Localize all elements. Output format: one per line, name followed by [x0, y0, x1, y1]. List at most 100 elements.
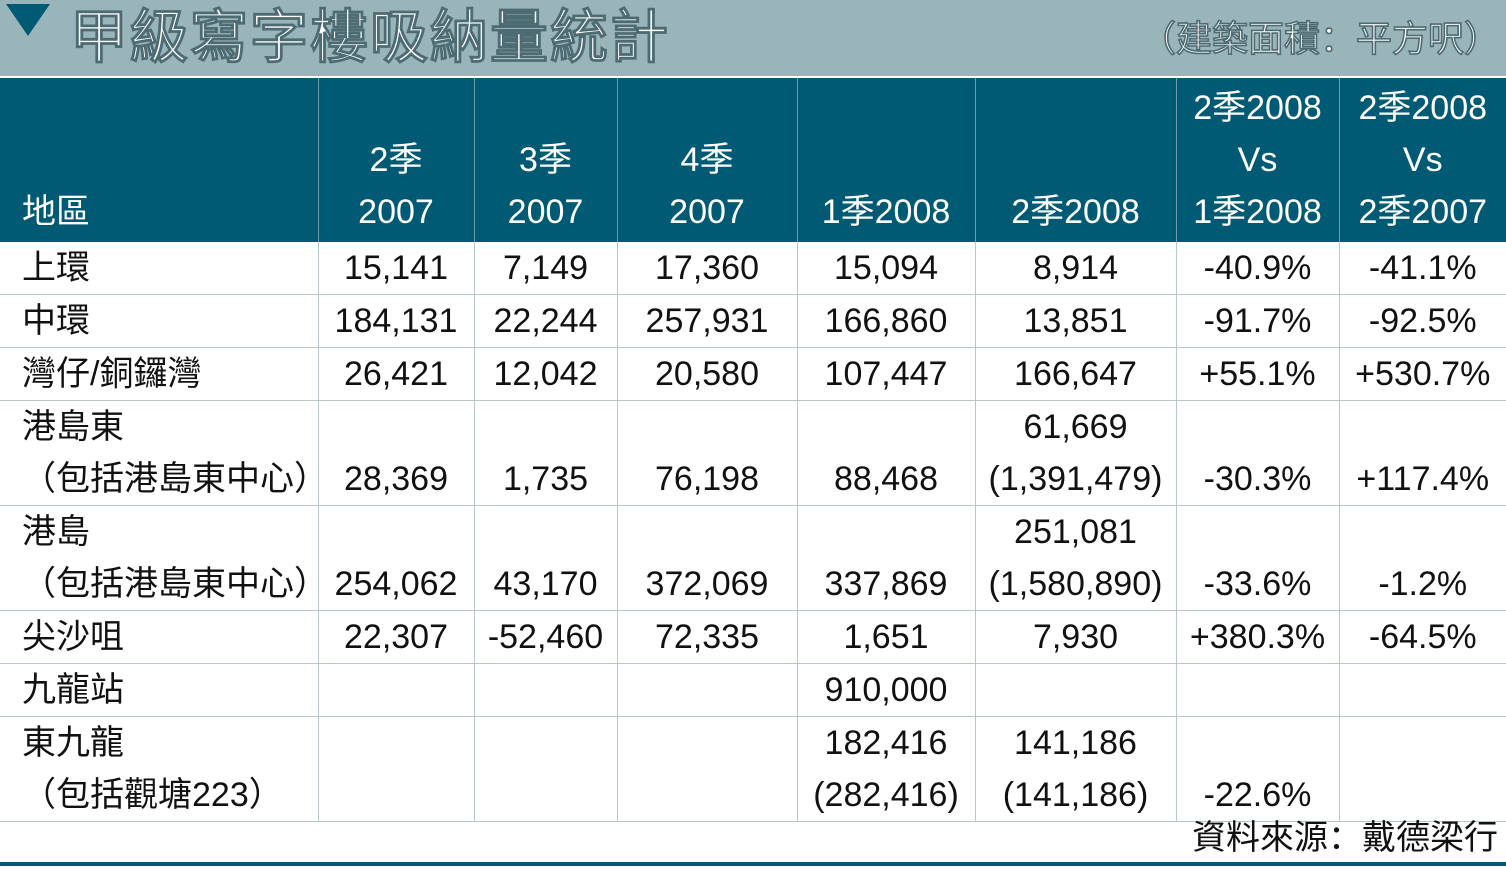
column-header: 2季2008 Vs 2季2007: [1338, 78, 1506, 242]
table-cell: 257,931: [616, 294, 797, 348]
row-label: 東九龍 （包括觀塘223）: [0, 716, 318, 822]
table-cell: -1.2%: [1338, 505, 1506, 611]
cell-line: 13,851: [1023, 302, 1128, 340]
cell-line: (1,580,890): [988, 565, 1163, 603]
table-cell: 22,244: [473, 294, 617, 348]
table-cell: 15,094: [796, 242, 975, 295]
table-cell: -40.9%: [1175, 242, 1339, 295]
table-cell: [1338, 663, 1506, 717]
cell-line: 251,081: [1014, 513, 1137, 551]
column-header: 2季 2007: [317, 78, 474, 242]
table-cell: 26,421: [317, 347, 474, 401]
cell-line: 1,735: [502, 460, 589, 498]
table-cell: 372,069: [616, 505, 797, 611]
subtitle: （建築面積：平方呎）: [1139, 18, 1501, 60]
table-cell: 107,447: [796, 347, 975, 401]
icon-triangle: [6, 4, 50, 36]
table-cell: -30.3%: [1175, 400, 1339, 506]
cell-line: -92.5%: [1368, 302, 1477, 340]
table-cell: [616, 663, 797, 717]
cell-line: 7,930: [1032, 618, 1119, 656]
cell-line: 灣仔/銅鑼灣: [22, 355, 202, 393]
cell-line: 166,647: [1014, 355, 1137, 393]
cell-line: 2季2008: [1193, 89, 1322, 127]
cell-line: +380.3%: [1189, 618, 1326, 656]
table-cell: 1,651: [796, 610, 975, 664]
cell-line: -1.2%: [1378, 565, 1468, 603]
cell-line: 26,421: [344, 355, 448, 393]
cell-line: 61,669: [1023, 408, 1128, 446]
cell-line: 166,860: [824, 302, 948, 340]
column-header: 1季2008: [796, 78, 975, 242]
data-table: 地區 2季 2007 3季 2007 4季 2007 1季2008 2季2008 2季2008 Vs…: [0, 78, 1506, 822]
row-label: 灣仔/銅鑼灣: [0, 347, 318, 401]
table-cell: 1,735: [473, 400, 617, 506]
cell-line: 337,869: [824, 565, 948, 603]
table-cell: 141,186 (141,186): [974, 716, 1176, 822]
cell-line: -22.6%: [1203, 776, 1312, 814]
table-cell: 166,860: [796, 294, 975, 348]
cell-line: 28,369: [344, 460, 448, 498]
table-cell: 88,468: [796, 400, 975, 506]
table-cell: 182,416 (282,416): [796, 716, 975, 822]
cell-line: 15,094: [834, 249, 938, 287]
row-label: 上環: [0, 242, 318, 295]
table-cell: -33.6%: [1175, 505, 1339, 611]
table-cell: [616, 716, 797, 822]
cell-line: 257,931: [645, 302, 769, 340]
table-header: 地區 2季 2007 3季 2007 4季 2007 1季2008 2季2008 2季2008 Vs…: [0, 78, 1506, 242]
footer-rule: [0, 862, 1506, 866]
cell-line: 182,416: [824, 724, 948, 762]
cell-line: 17,360: [655, 249, 759, 287]
cell-line: 港島: [22, 513, 90, 551]
header-row: 地區 2季 2007 3季 2007 4季 2007 1季2008 2季2008 2季2008 Vs…: [0, 78, 1506, 242]
table-cell: 166,647: [974, 347, 1176, 401]
cell-line: 1季2008: [821, 193, 951, 231]
cell-line: 港島東: [22, 408, 124, 446]
table-cell: [1175, 663, 1339, 717]
table-cell: [1338, 716, 1506, 822]
row-label: 港島 （包括港島東中心）: [0, 505, 328, 611]
column-header: 3季 2007: [473, 78, 617, 242]
cell-line: -33.6%: [1203, 565, 1312, 603]
table-cell: 72,335: [616, 610, 797, 664]
row-label: 中環: [0, 294, 318, 348]
table-cell: 76,198: [616, 400, 797, 506]
table-cell: -92.5%: [1338, 294, 1506, 348]
cell-line: 4季: [680, 141, 734, 179]
cell-line: 910,000: [824, 671, 948, 709]
cell-line: 1,651: [843, 618, 929, 656]
cell-line: -41.1%: [1368, 249, 1477, 287]
table-cell: +117.4%: [1338, 400, 1506, 506]
cell-line: 1季2008: [1193, 193, 1322, 231]
row-label: 九龍站: [0, 663, 318, 717]
cell-line: 88,468: [834, 460, 938, 498]
table-cell: [974, 663, 1176, 717]
table-cell: -22.6%: [1175, 716, 1339, 822]
column-header: 地區: [0, 78, 318, 242]
cell-line: -91.7%: [1203, 302, 1312, 340]
table-cell: -91.7%: [1175, 294, 1339, 348]
row-label: 港島東 （包括港島東中心）: [0, 400, 328, 506]
cell-line: 2007: [669, 193, 745, 231]
table-row: 東九龍 （包括觀塘223） 182,416 (282,416) 141,186 (141,…: [0, 716, 1506, 822]
column-header: 2季2008: [974, 78, 1176, 242]
table-cell: 61,669 (1,391,479): [974, 400, 1176, 506]
cell-line: （包括港島東中心）: [22, 460, 328, 498]
table-cell: 337,869: [796, 505, 975, 611]
table-cell: -41.1%: [1338, 242, 1506, 295]
title: 甲級寫字樓吸納量統計: [69, 5, 671, 71]
cell-line: 15,141: [344, 249, 448, 287]
cell-line: 22,307: [344, 618, 448, 656]
row-label: 尖沙咀: [0, 610, 318, 664]
cell-line: 254,062: [334, 565, 458, 603]
cell-line: 76,198: [655, 460, 759, 498]
table-cell: [473, 663, 617, 717]
cell-line: 141,186: [1014, 724, 1137, 762]
table-cell: 17,360: [616, 242, 797, 295]
cell-line: 九龍站: [22, 671, 124, 709]
cell-line: 2季: [369, 141, 423, 179]
column-header: 2季2008 Vs 1季2008: [1175, 78, 1339, 242]
table-row: 上環 15,141 7,149 17,360 15,094 8,914 -40.9% -41.…: [0, 242, 1506, 295]
table-cell: [317, 716, 474, 822]
